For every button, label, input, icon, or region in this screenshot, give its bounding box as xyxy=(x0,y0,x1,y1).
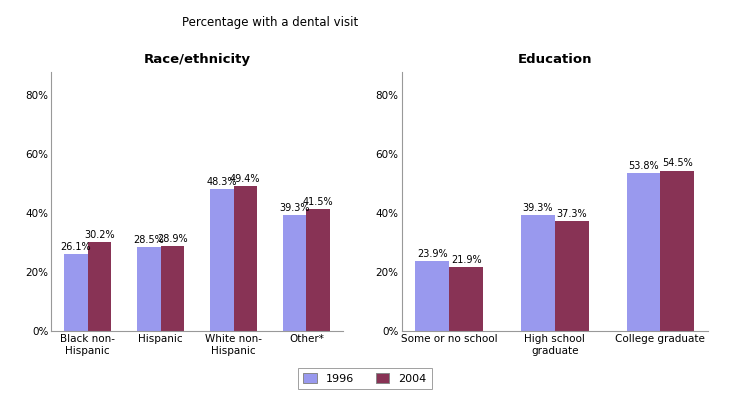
Text: 54.5%: 54.5% xyxy=(662,158,693,168)
Bar xyxy=(234,186,257,331)
Text: 21.9%: 21.9% xyxy=(451,255,481,265)
Legend: 1996, 2004: 1996, 2004 xyxy=(298,367,432,389)
Bar xyxy=(64,254,88,331)
Title: Race/ethnicity: Race/ethnicity xyxy=(144,53,250,67)
Bar xyxy=(210,189,234,331)
Text: 28.9%: 28.9% xyxy=(157,234,188,244)
Text: Percentage with a dental visit: Percentage with a dental visit xyxy=(182,16,358,29)
Text: 37.3%: 37.3% xyxy=(556,209,587,219)
Bar xyxy=(88,242,111,331)
Text: 53.8%: 53.8% xyxy=(629,160,658,170)
Bar xyxy=(449,267,483,331)
Text: 23.9%: 23.9% xyxy=(417,249,447,259)
Text: 26.1%: 26.1% xyxy=(61,242,91,252)
Bar xyxy=(161,246,184,331)
Bar xyxy=(521,215,555,331)
Text: 41.5%: 41.5% xyxy=(303,197,334,207)
Bar xyxy=(307,209,330,331)
Bar xyxy=(661,170,694,331)
Bar xyxy=(137,247,161,331)
Bar xyxy=(555,221,588,331)
Text: 28.5%: 28.5% xyxy=(134,235,164,245)
Bar xyxy=(283,215,307,331)
Title: Education: Education xyxy=(518,53,592,67)
Text: 39.3%: 39.3% xyxy=(280,203,310,213)
Bar xyxy=(415,261,449,331)
Text: 30.2%: 30.2% xyxy=(84,230,115,240)
Text: 39.3%: 39.3% xyxy=(523,203,553,213)
Bar xyxy=(626,173,661,331)
Text: 49.4%: 49.4% xyxy=(230,174,261,184)
Text: 48.3%: 48.3% xyxy=(207,177,237,187)
